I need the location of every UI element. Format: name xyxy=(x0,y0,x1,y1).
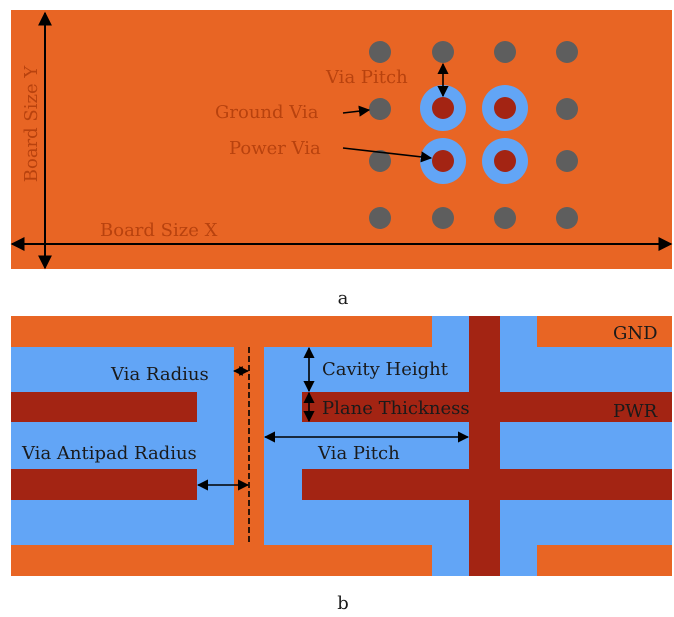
board-size-x-label: Board Size X xyxy=(100,220,218,241)
ground-via xyxy=(369,98,391,120)
panel-a-caption: a xyxy=(338,288,349,309)
board-size-y-label: Board Size Y xyxy=(21,65,42,183)
cavity-height-label: Cavity Height xyxy=(322,359,449,380)
via-radius-label: Via Radius xyxy=(110,364,209,385)
power-via xyxy=(494,97,516,119)
power-via-array xyxy=(420,85,528,184)
power-via xyxy=(432,150,454,172)
pwr-plane xyxy=(11,469,197,500)
ground-via xyxy=(432,41,454,63)
ground-via xyxy=(494,207,516,229)
via-pitch-label: Via Pitch xyxy=(317,443,400,464)
power-via xyxy=(432,97,454,119)
pwr-label: PWR xyxy=(613,401,658,422)
gnd-label: GND xyxy=(613,323,658,344)
power-via-label: Power Via xyxy=(229,138,321,159)
panel-b-caption: b xyxy=(337,593,349,614)
ground-via xyxy=(556,207,578,229)
ground-via xyxy=(494,41,516,63)
ground-via xyxy=(556,150,578,172)
power-via-pointer xyxy=(342,147,433,163)
via-antipad-radius-label: Via Antipad Radius xyxy=(21,443,197,464)
power-via-barrel xyxy=(469,316,500,576)
via-pitch-label: Via Pitch xyxy=(325,67,408,88)
ground-via xyxy=(369,150,391,172)
ground-via-pointer xyxy=(342,105,371,117)
ground-via xyxy=(556,41,578,63)
ground-via-array xyxy=(369,41,578,229)
ground-via-label: Ground Via xyxy=(215,102,319,123)
ground-via xyxy=(369,207,391,229)
pwr-plane xyxy=(11,392,197,422)
power-via xyxy=(494,150,516,172)
panel-a-top-view: Board Size Y Board Size X Via Pitch Grou… xyxy=(10,10,673,270)
ground-via xyxy=(369,41,391,63)
dielectric-cavity xyxy=(11,347,672,545)
ground-via xyxy=(556,98,578,120)
plane-thickness-label: Plane Thickness xyxy=(322,398,470,419)
panel-b-cross-section: GND PWR Via Radius Cavity Height Plane T… xyxy=(11,316,672,576)
ground-via xyxy=(432,207,454,229)
